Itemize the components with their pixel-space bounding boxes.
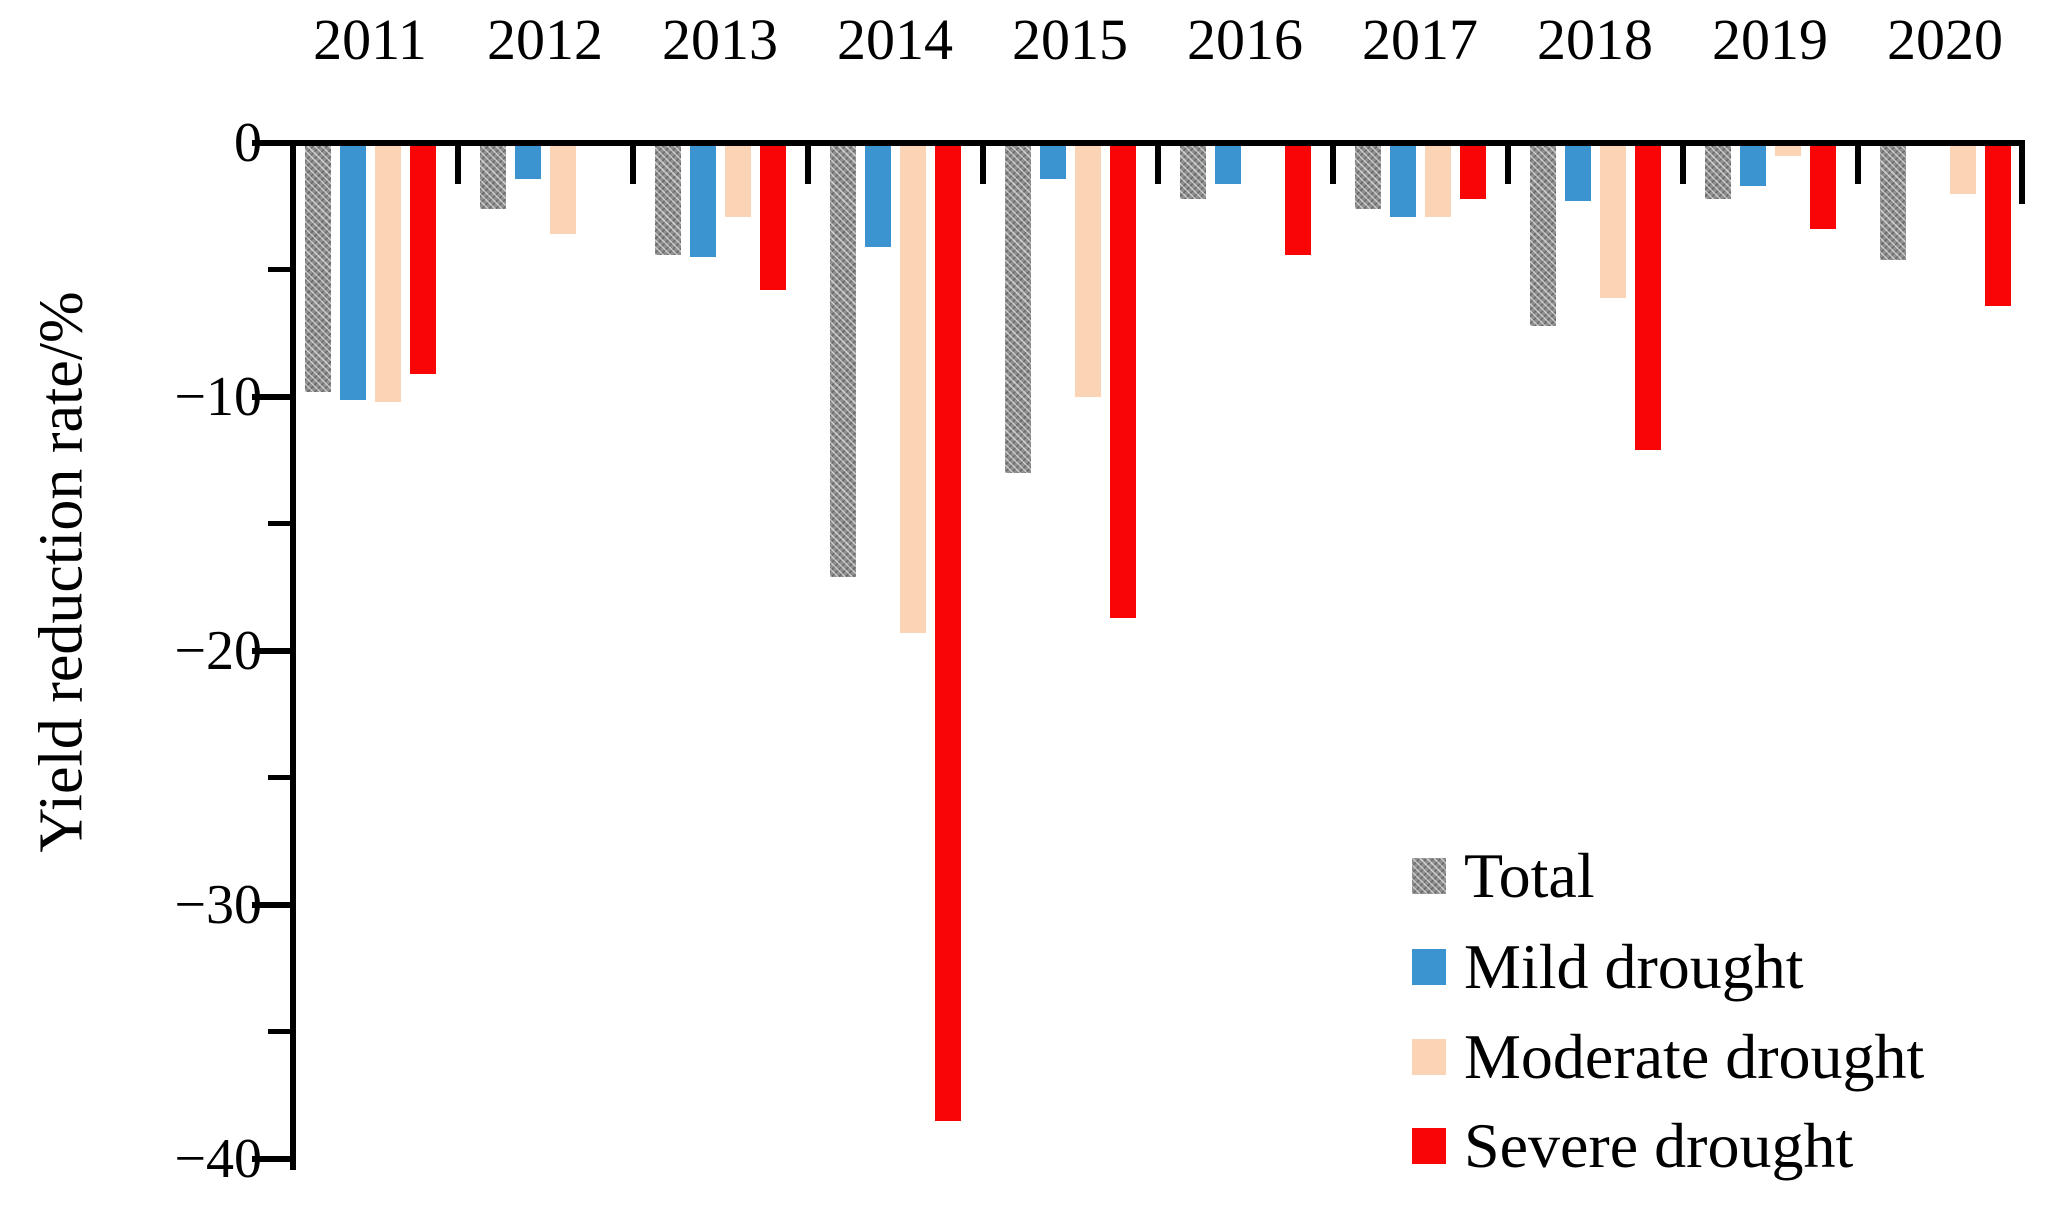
y-major-tick [252, 902, 290, 908]
y-minor-tick [268, 521, 290, 526]
legend-label-mild-drought: Mild drought [1464, 931, 1804, 1002]
bar-2015-severe-drought [1109, 146, 1136, 618]
x-boundary-tick [804, 146, 811, 184]
bar-2016-severe-drought [1284, 146, 1311, 255]
bar-2011-mild-drought [339, 146, 366, 400]
x-boundary-tick [1329, 146, 1336, 184]
x-boundary-tick [1854, 146, 1861, 184]
y-minor-tick [268, 1029, 290, 1034]
x-boundary-tick [979, 146, 986, 184]
moderate-drought-swatch-icon [1412, 1039, 1446, 1075]
y-tick-label: −10 [174, 366, 262, 428]
bar-2019-severe-drought [1809, 146, 1836, 229]
x-category-label: 2019 [1712, 7, 1828, 72]
x-boundary-tick [1679, 146, 1686, 184]
total-swatch-icon [1412, 858, 1446, 894]
y-minor-tick [268, 775, 290, 780]
legend-label-total: Total [1464, 840, 1595, 911]
x-category-label: 2011 [313, 7, 427, 72]
bar-2018-total [1529, 146, 1556, 326]
bar-2015-moderate-drought [1074, 146, 1101, 397]
y-tick-label: −40 [174, 1128, 262, 1190]
x-axis-line [290, 140, 2025, 146]
x-category-label: 2017 [1362, 7, 1478, 72]
y-major-tick [252, 140, 290, 146]
y-axis-line [290, 140, 296, 1170]
bar-2019-total [1704, 146, 1731, 199]
bar-2017-mild-drought [1389, 146, 1416, 217]
bar-2013-moderate-drought [724, 146, 751, 217]
bar-2014-moderate-drought [899, 146, 926, 633]
bar-2019-moderate-drought [1774, 146, 1801, 156]
x-boundary-tick [629, 146, 636, 184]
legend-item-mild-drought: Mild drought [1412, 921, 1804, 1013]
bar-2014-severe-drought [934, 146, 961, 1121]
bar-2020-severe-drought [1984, 146, 2011, 306]
x-category-label: 2014 [837, 7, 953, 72]
bar-2012-moderate-drought [549, 146, 576, 234]
bar-2014-total [829, 146, 856, 577]
y-major-tick [252, 394, 290, 400]
x-boundary-tick [1504, 146, 1511, 184]
bar-2016-total [1179, 146, 1206, 199]
legend-item-total: Total [1412, 830, 1595, 922]
bar-2018-moderate-drought [1599, 146, 1626, 298]
legend-label-severe-drought: Severe drought [1464, 1110, 1854, 1181]
bar-2018-mild-drought [1564, 146, 1591, 201]
bar-2020-total [1879, 146, 1906, 260]
bar-2020-moderate-drought [1949, 146, 1976, 194]
bar-2015-total [1004, 146, 1031, 473]
x-category-label: 2013 [662, 7, 778, 72]
legend-item-severe-drought: Severe drought [1412, 1100, 1853, 1192]
bar-2014-mild-drought [864, 146, 891, 247]
x-boundary-tick [454, 146, 461, 184]
bar-2013-mild-drought [689, 146, 716, 257]
mild-drought-swatch-icon [1412, 949, 1446, 985]
bar-2013-severe-drought [759, 146, 786, 290]
x-boundary-tick [1154, 146, 1161, 184]
x-category-label: 2018 [1537, 7, 1653, 72]
bar-2012-total [479, 146, 506, 209]
y-major-tick [252, 648, 290, 654]
bar-2013-total [654, 146, 681, 255]
bar-2011-total [304, 146, 331, 392]
legend-label-moderate-drought: Moderate drought [1464, 1021, 1925, 1092]
bar-2016-mild-drought [1214, 146, 1241, 184]
x-category-label: 2020 [1887, 7, 2003, 72]
bar-2012-mild-drought [514, 146, 541, 179]
y-minor-tick [268, 267, 290, 272]
y-tick-label: −20 [174, 620, 262, 682]
x-category-label: 2015 [1012, 7, 1128, 72]
bar-2017-moderate-drought [1424, 146, 1451, 217]
bar-2018-severe-drought [1634, 146, 1661, 450]
legend-item-moderate-drought: Moderate drought [1412, 1011, 1924, 1103]
bar-2017-severe-drought [1459, 146, 1486, 199]
y-tick-label: −30 [174, 874, 262, 936]
right-axis-stub [2019, 140, 2025, 204]
bar-2019-mild-drought [1739, 146, 1766, 186]
y-tick-label: 0 [234, 112, 262, 174]
x-category-label: 2016 [1187, 7, 1303, 72]
bar-2017-total [1354, 146, 1381, 209]
x-category-label: 2012 [487, 7, 603, 72]
bar-2015-mild-drought [1039, 146, 1066, 179]
bar-2011-moderate-drought [374, 146, 401, 402]
y-major-tick [252, 1156, 290, 1162]
bar-2011-severe-drought [409, 146, 436, 374]
severe-drought-swatch-icon [1412, 1128, 1446, 1164]
